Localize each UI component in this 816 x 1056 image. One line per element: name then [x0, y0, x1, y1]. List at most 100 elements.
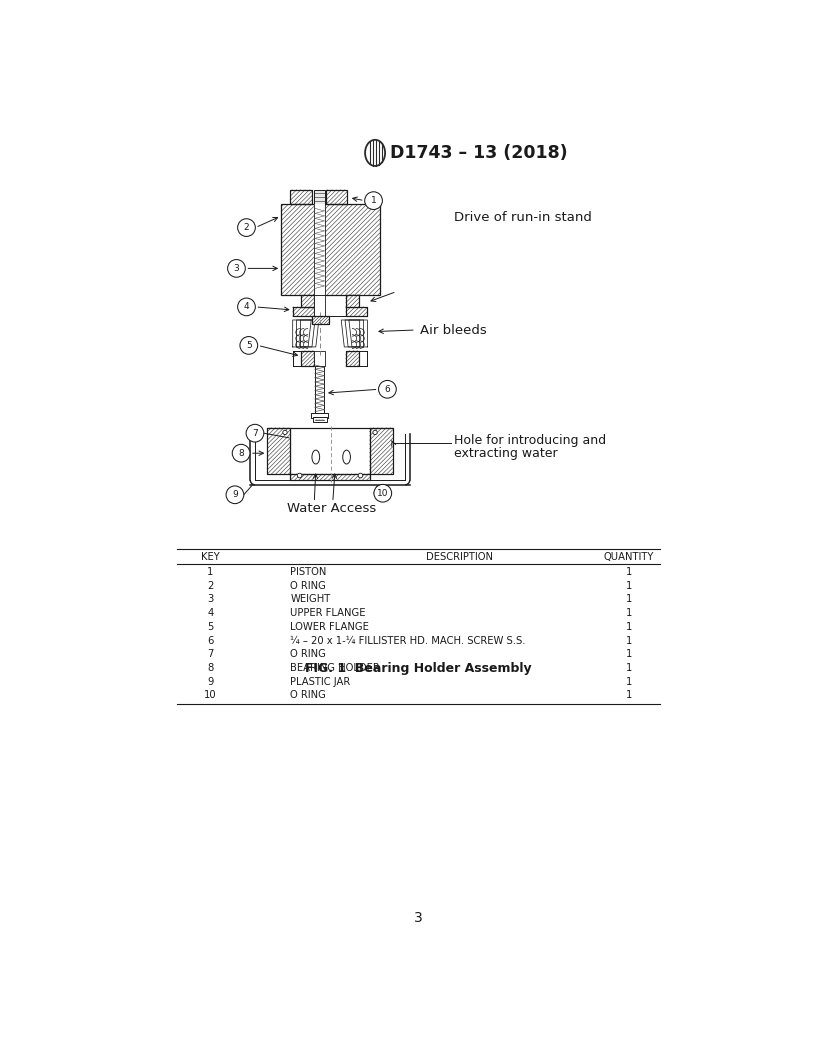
Bar: [290, 190, 312, 205]
Bar: [268, 428, 290, 474]
Bar: [346, 295, 359, 307]
Text: 7: 7: [252, 429, 258, 437]
Bar: [346, 351, 359, 366]
Bar: [370, 428, 392, 474]
Circle shape: [233, 445, 250, 463]
Text: O RING: O RING: [290, 649, 326, 659]
Text: 10: 10: [204, 691, 216, 700]
Text: UPPER FLANGE: UPPER FLANGE: [290, 608, 366, 618]
Text: O RING: O RING: [290, 691, 326, 700]
Ellipse shape: [343, 450, 350, 464]
Circle shape: [297, 473, 302, 477]
Bar: [314, 205, 325, 295]
Text: D1743 – 13 (2018): D1743 – 13 (2018): [391, 144, 568, 162]
Circle shape: [365, 192, 383, 209]
Bar: [315, 366, 324, 413]
Text: 3: 3: [414, 911, 423, 925]
Text: 4: 4: [244, 302, 250, 312]
Bar: [346, 307, 367, 316]
Bar: [311, 413, 328, 418]
Text: 6: 6: [384, 384, 390, 394]
Circle shape: [228, 260, 246, 278]
Text: 5: 5: [207, 622, 214, 631]
Text: 1: 1: [626, 622, 632, 631]
Circle shape: [237, 298, 255, 316]
Bar: [312, 316, 329, 324]
Text: 9: 9: [207, 677, 214, 686]
Text: 1: 1: [626, 691, 632, 700]
Bar: [282, 205, 379, 295]
Bar: [301, 351, 314, 366]
Bar: [282, 205, 379, 295]
Text: 2: 2: [207, 581, 214, 590]
Bar: [314, 295, 325, 316]
Ellipse shape: [312, 450, 320, 464]
Text: 8: 8: [207, 663, 214, 673]
Text: Drive of run-in stand: Drive of run-in stand: [455, 211, 592, 224]
Text: 7: 7: [207, 649, 214, 659]
Bar: [293, 307, 314, 316]
Bar: [293, 307, 314, 316]
Text: 10: 10: [377, 489, 388, 497]
Bar: [346, 307, 367, 316]
Text: 1: 1: [626, 608, 632, 618]
Circle shape: [240, 337, 258, 354]
Text: PLASTIC JAR: PLASTIC JAR: [290, 677, 351, 686]
Text: 5: 5: [246, 341, 251, 350]
Circle shape: [374, 485, 392, 502]
Bar: [301, 351, 314, 366]
Bar: [326, 190, 348, 205]
Text: 1: 1: [626, 581, 632, 590]
Circle shape: [358, 473, 363, 477]
Text: 1: 1: [626, 636, 632, 645]
Bar: [290, 474, 370, 480]
Text: ¼ – 20 x 1-¼ FILLISTER HD. MACH. SCREW S.S.: ¼ – 20 x 1-¼ FILLISTER HD. MACH. SCREW S…: [290, 636, 526, 645]
Circle shape: [226, 486, 244, 504]
Text: KEY: KEY: [201, 552, 220, 562]
Text: QUANTITY: QUANTITY: [604, 552, 654, 562]
Text: 8: 8: [238, 449, 244, 457]
Text: 9: 9: [232, 490, 237, 499]
Bar: [346, 351, 359, 366]
Bar: [301, 295, 314, 307]
Text: Air bleeds: Air bleeds: [419, 323, 486, 337]
Text: 4: 4: [207, 608, 214, 618]
Text: 1: 1: [370, 196, 376, 205]
Text: O RING: O RING: [290, 581, 326, 590]
Text: 1: 1: [207, 567, 214, 577]
Text: WEIGHT: WEIGHT: [290, 595, 330, 604]
Text: Water Access: Water Access: [286, 503, 376, 515]
Text: LOWER FLANGE: LOWER FLANGE: [290, 622, 370, 631]
Bar: [290, 474, 370, 480]
Bar: [301, 295, 314, 307]
Circle shape: [283, 430, 287, 435]
Text: 2: 2: [244, 223, 250, 232]
Circle shape: [246, 425, 264, 442]
Bar: [312, 316, 329, 324]
Circle shape: [379, 380, 397, 398]
Text: extracting water: extracting water: [455, 447, 558, 459]
Bar: [370, 428, 392, 474]
Circle shape: [373, 430, 377, 435]
Bar: [314, 190, 325, 205]
Text: BEARING HOLDER: BEARING HOLDER: [290, 663, 380, 673]
Text: 1: 1: [626, 663, 632, 673]
Text: 6: 6: [207, 636, 214, 645]
Text: Hole for introducing and: Hole for introducing and: [455, 434, 606, 448]
Text: FIG. 1  Bearing Holder Assembly: FIG. 1 Bearing Holder Assembly: [305, 662, 531, 675]
Text: DESCRIPTION: DESCRIPTION: [426, 552, 494, 562]
Bar: [326, 190, 348, 205]
Ellipse shape: [365, 139, 385, 166]
Text: 1: 1: [626, 567, 632, 577]
Text: 3: 3: [233, 264, 239, 272]
Text: PISTON: PISTON: [290, 567, 326, 577]
Bar: [313, 417, 326, 422]
Text: 1: 1: [626, 649, 632, 659]
Bar: [346, 295, 359, 307]
Circle shape: [237, 219, 255, 237]
Text: 1: 1: [626, 595, 632, 604]
Text: 3: 3: [207, 595, 214, 604]
Bar: [314, 351, 325, 366]
Bar: [268, 428, 290, 474]
Bar: [290, 190, 312, 205]
